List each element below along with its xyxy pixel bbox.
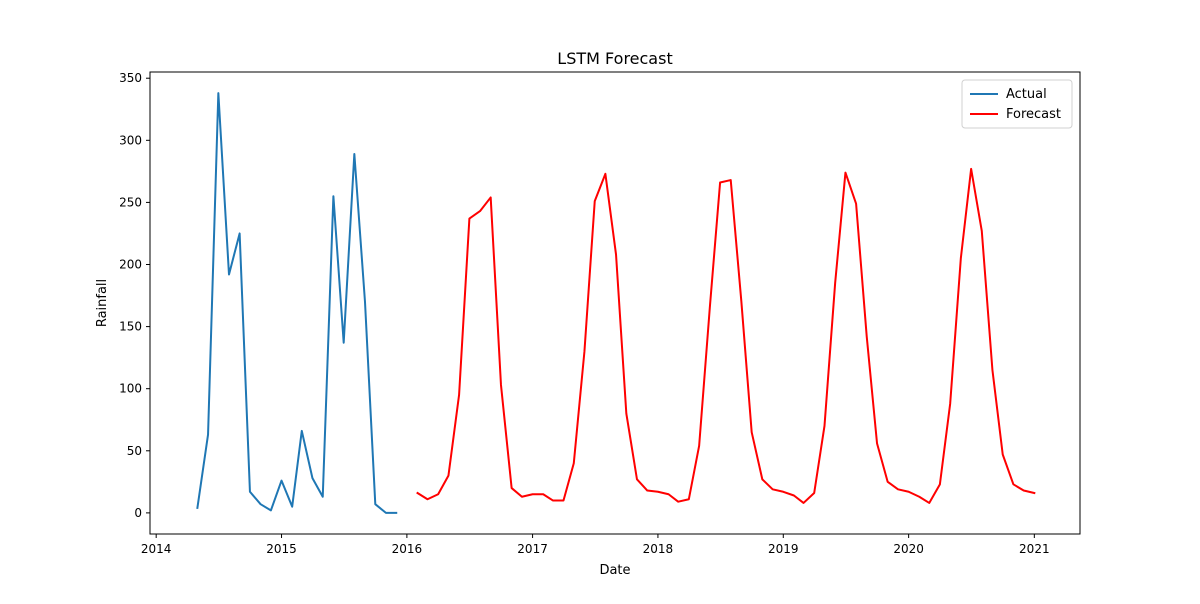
x-tick-label: 2015 bbox=[266, 542, 297, 556]
y-tick-label: 250 bbox=[119, 195, 142, 209]
legend-label-forecast: Forecast bbox=[1006, 107, 1061, 122]
legend: Actual Forecast bbox=[961, 79, 1073, 129]
axes-frame bbox=[149, 71, 1081, 535]
x-tick-label: 2019 bbox=[768, 542, 799, 556]
x-tick-label: 2016 bbox=[392, 542, 423, 556]
plot-area bbox=[196, 92, 1036, 514]
series-line-actual bbox=[196, 92, 398, 514]
y-tick-label: 100 bbox=[119, 382, 142, 396]
x-tick-label: 2014 bbox=[141, 542, 172, 556]
y-tick-label: 0 bbox=[134, 506, 142, 520]
x-tick-label: 2021 bbox=[1019, 542, 1050, 556]
y-axis: 0 50 100 150 200 250 300 350 bbox=[119, 71, 150, 520]
x-tick-label: 2017 bbox=[517, 542, 548, 556]
y-tick-label: 200 bbox=[119, 258, 142, 272]
legend-label-actual: Actual bbox=[1006, 87, 1047, 102]
y-tick-label: 50 bbox=[127, 444, 142, 458]
x-axis: 2014 2015 2016 2017 2018 2019 2020 2021 bbox=[141, 534, 1050, 556]
x-tick-label: 2020 bbox=[893, 542, 924, 556]
y-tick-label: 350 bbox=[119, 71, 142, 85]
series-line-forecast bbox=[416, 167, 1036, 504]
y-tick-label: 300 bbox=[119, 133, 142, 147]
x-tick-label: 2018 bbox=[643, 542, 674, 556]
x-axis-label: Date bbox=[599, 563, 630, 578]
y-tick-label: 150 bbox=[119, 320, 142, 334]
chart-title: LSTM Forecast bbox=[557, 49, 672, 68]
y-axis-label: Rainfall bbox=[95, 279, 110, 327]
legend-box bbox=[961, 79, 1073, 129]
